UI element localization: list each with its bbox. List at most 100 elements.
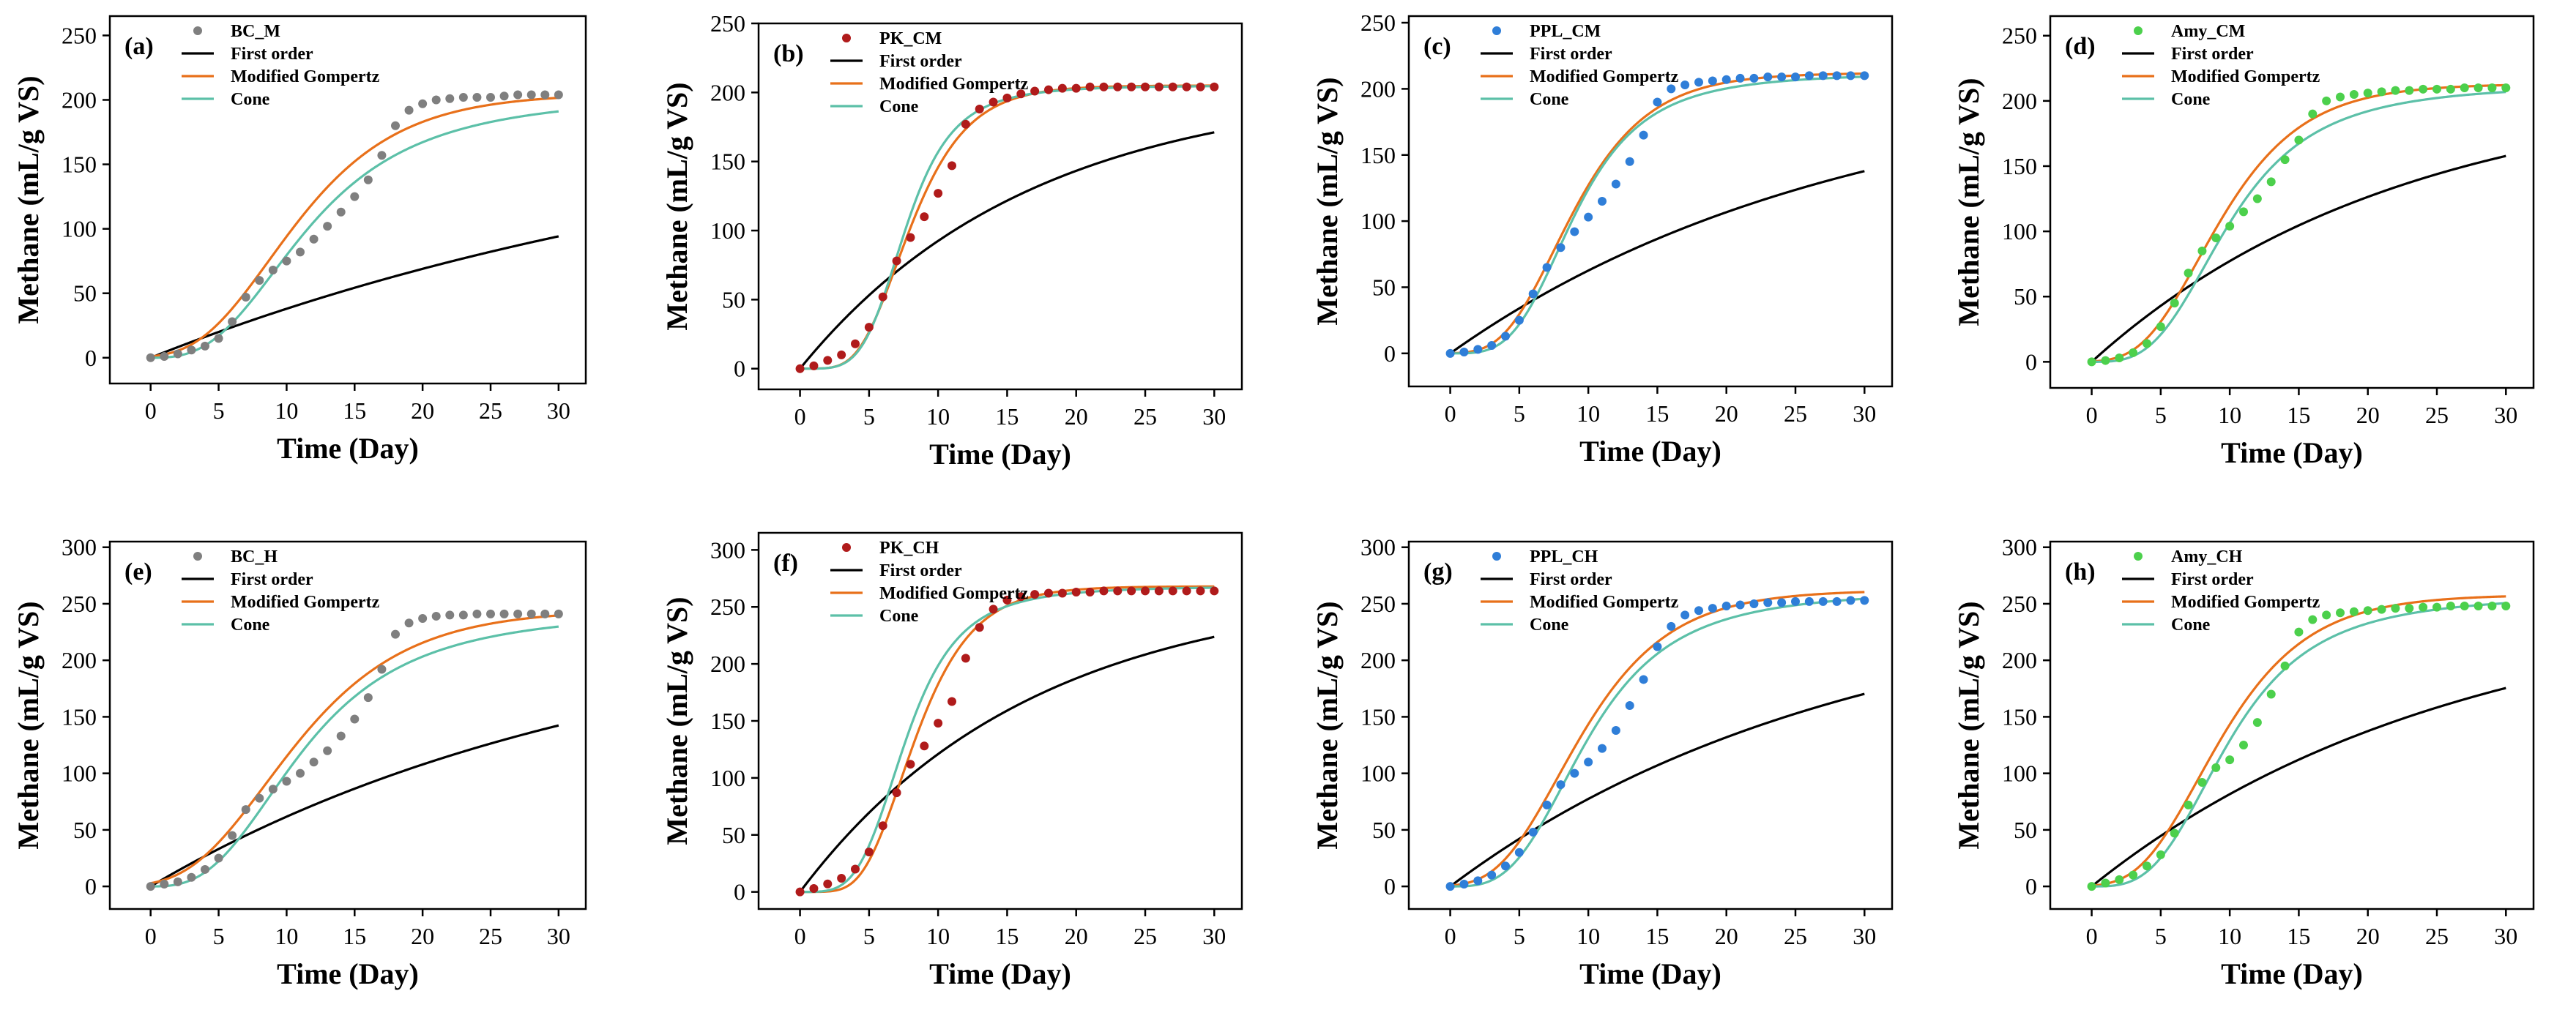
data-point	[1694, 78, 1703, 87]
x-tick-label: 20	[1065, 403, 1088, 430]
data-point	[1791, 72, 1800, 82]
data-point	[851, 864, 860, 874]
y-axis: 0 50 100 150 200 250 300	[1360, 534, 1409, 899]
y-tick-label: 50	[73, 280, 97, 307]
data-point	[336, 207, 346, 217]
data-point	[1071, 83, 1081, 93]
y-tick-label: 50	[722, 822, 745, 848]
legend-label: Cone	[2171, 616, 2211, 635]
panel-label: (c)	[1423, 33, 1451, 60]
data-point	[837, 873, 846, 883]
x-axis: 0 5 10 15 20 25 30	[794, 909, 1226, 949]
legend: PPL_CM First order Modified Gompertz Cone	[1481, 22, 1679, 109]
y-axis-title: Methane (mL/g VS)	[1311, 77, 1344, 325]
data-point	[2197, 246, 2207, 255]
data-point	[934, 189, 943, 198]
data-point	[1487, 870, 1497, 880]
data-point	[2184, 800, 2193, 809]
data-point	[1804, 596, 1814, 606]
data-point	[187, 345, 196, 355]
x-axis: 0 5 10 15 20 25 30	[794, 389, 1226, 430]
x-tick-label: 5	[1514, 400, 1525, 427]
legend-label: Modified Gompertz	[231, 67, 380, 86]
y-tick-label: 200	[2002, 647, 2037, 673]
data-point	[1528, 289, 1538, 299]
y-axis: 0 50 100 150 200 250	[710, 10, 759, 382]
legend-label: Modified Gompertz	[1530, 67, 1679, 86]
x-tick-label: 10	[275, 923, 298, 949]
data-point	[1016, 89, 1026, 99]
x-tick-label: 20	[1065, 923, 1088, 949]
x-axis-title: Time (Day)	[2221, 436, 2363, 469]
y-tick-label: 100	[1360, 760, 1396, 787]
data-point	[241, 805, 250, 815]
data-point	[1542, 800, 1552, 809]
data-point	[1584, 758, 1593, 767]
data-point	[961, 654, 970, 663]
data-points	[146, 90, 563, 362]
data-point	[2460, 83, 2469, 93]
y-tick-label: 200	[62, 86, 97, 113]
data-point	[1168, 82, 1177, 91]
legend: Amy_CM First order Modified Gompertz Cone	[2122, 22, 2320, 109]
panel-label: (e)	[124, 558, 152, 586]
data-point	[2308, 615, 2318, 624]
data-point	[2391, 86, 2400, 95]
data-point	[1085, 82, 1095, 91]
data-point	[1030, 86, 1040, 96]
data-point	[554, 609, 563, 618]
y-tick-label: 300	[2002, 534, 2037, 561]
data-point	[214, 853, 223, 863]
data-point	[404, 105, 414, 115]
data-point	[1625, 700, 1634, 710]
data-point	[795, 887, 805, 897]
chart-panel: 0 5 10 15 20 25 30 0 50 100 150 200 250 Time (Day) Met…	[660, 10, 1243, 471]
data-point	[2170, 299, 2179, 308]
x-tick-label: 10	[2218, 402, 2241, 428]
data-point	[2473, 83, 2483, 93]
data-point	[1154, 586, 1164, 596]
legend-label: Amy_CM	[2171, 22, 2245, 41]
data-point	[1694, 606, 1703, 616]
data-point	[920, 212, 929, 222]
y-axis-title: Methane (mL/g VS)	[1952, 601, 1985, 849]
y-axis: 0 50 100 150 200 250 300	[62, 534, 110, 899]
data-point	[1445, 882, 1455, 891]
data-point	[1611, 179, 1620, 189]
y-tick-label: 250	[2002, 23, 2037, 49]
data-point	[2405, 86, 2414, 95]
panel-label: (b)	[773, 40, 804, 67]
data-point	[2143, 339, 2151, 348]
data-point	[2308, 109, 2318, 119]
y-tick-label: 150	[2002, 703, 2037, 730]
legend-label: Cone	[1530, 616, 1569, 635]
x-tick-label: 30	[1853, 923, 1876, 949]
data-points	[146, 609, 563, 891]
legend-marker	[842, 543, 851, 552]
legend: BC_H First order Modified Gompertz Cone	[182, 547, 380, 635]
data-point	[2322, 610, 2331, 620]
legend-label: First order	[2171, 45, 2254, 64]
data-point	[1057, 588, 1067, 598]
x-tick-label: 5	[863, 923, 875, 949]
data-point	[2432, 602, 2441, 612]
y-tick-label: 100	[2002, 218, 2037, 244]
legend-label: First order	[879, 52, 962, 71]
data-point	[282, 256, 291, 266]
data-point	[2211, 763, 2221, 772]
modified-gompertz-curve	[800, 585, 1215, 894]
legend-label: Modified Gompertz	[2171, 593, 2320, 612]
data-point	[540, 90, 550, 100]
x-tick-label: 25	[1784, 923, 1807, 949]
y-tick-label: 250	[1360, 591, 1396, 617]
y-tick-label: 300	[1360, 534, 1396, 561]
x-tick-label: 5	[1514, 923, 1525, 949]
data-point	[1804, 71, 1814, 81]
first-order-curve	[799, 131, 1215, 370]
x-tick-label: 5	[2155, 402, 2167, 428]
data-point	[1556, 243, 1566, 252]
y-tick-label: 150	[1360, 703, 1396, 730]
x-tick-label: 10	[1577, 923, 1600, 949]
y-axis-title: Methane (mL/g VS)	[12, 75, 45, 323]
x-tick-label: 25	[2425, 923, 2449, 949]
